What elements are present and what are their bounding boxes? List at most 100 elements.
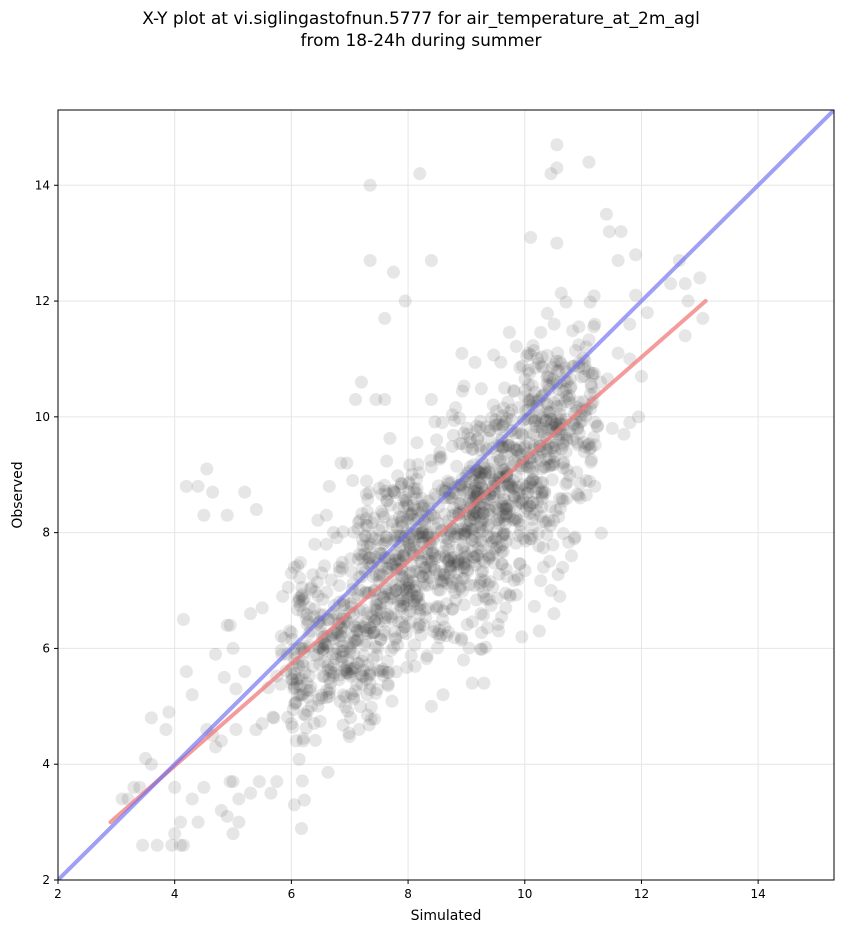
data-point: [490, 417, 504, 431]
data-point: [369, 568, 383, 582]
data-point: [483, 503, 497, 517]
data-point: [450, 459, 464, 473]
data-point: [364, 700, 378, 714]
data-point: [535, 491, 549, 505]
data-point: [405, 587, 419, 601]
data-point: [367, 511, 381, 525]
data-point: [407, 597, 421, 611]
data-point: [347, 525, 361, 539]
data-point: [340, 456, 354, 470]
data-point: [514, 518, 528, 532]
data-point: [476, 585, 490, 599]
data-point: [475, 642, 489, 656]
data-point: [490, 501, 504, 515]
regression-line: [108, 299, 708, 825]
data-point: [369, 640, 383, 654]
data-point: [419, 566, 433, 580]
data-point: [544, 584, 558, 598]
data-point: [513, 524, 527, 538]
data-point: [470, 419, 484, 433]
data-point: [348, 633, 362, 647]
data-point: [492, 422, 506, 436]
data-point: [376, 507, 390, 521]
data-point: [418, 578, 432, 592]
data-point: [410, 601, 424, 615]
data-point: [419, 610, 433, 624]
data-point: [364, 621, 378, 635]
data-point: [313, 657, 327, 671]
data-point: [566, 432, 580, 446]
data-point: [416, 570, 430, 584]
data-point: [455, 437, 469, 451]
data-point: [311, 589, 325, 603]
data-point: [558, 395, 572, 409]
data-point: [534, 510, 548, 524]
data-point: [543, 554, 557, 568]
data-point: [489, 532, 503, 546]
data-point: [519, 534, 533, 548]
data-point: [422, 570, 436, 584]
axis-ticks: 2 4 6 8 10 12 14 2 4 6 8 10 12 14: [35, 178, 766, 901]
data-point: [587, 430, 601, 444]
data-point: [465, 533, 479, 547]
data-point: [486, 548, 500, 562]
data-point: [223, 618, 237, 632]
data-point: [455, 384, 469, 398]
data-point: [364, 559, 378, 573]
data-point: [363, 537, 377, 551]
data-point: [464, 476, 478, 490]
data-point: [424, 393, 438, 407]
data-point: [384, 610, 398, 624]
data-point: [133, 780, 147, 794]
data-point: [587, 289, 601, 303]
data-point: [369, 602, 383, 616]
data-point: [403, 576, 417, 590]
data-point: [488, 413, 502, 427]
data-point: [288, 666, 302, 680]
data-point: [475, 481, 489, 495]
data-point: [599, 207, 613, 221]
data-point: [364, 712, 378, 726]
data-point: [417, 618, 431, 632]
data-point: [411, 621, 425, 635]
data-point: [444, 526, 458, 540]
data-point: [220, 809, 234, 823]
data-point: [519, 479, 533, 493]
data-point: [416, 530, 430, 544]
data-point: [340, 664, 354, 678]
data-point: [515, 630, 529, 644]
data-point: [500, 502, 514, 516]
data-point: [399, 573, 413, 587]
data-point: [295, 587, 309, 601]
data-point: [286, 677, 300, 691]
data-point: [363, 668, 377, 682]
data-point: [560, 431, 574, 445]
data-point: [552, 510, 566, 524]
data-point: [463, 514, 477, 528]
data-point: [532, 624, 546, 638]
data-point: [363, 178, 377, 192]
data-point: [535, 421, 549, 435]
data-point: [293, 571, 307, 585]
data-point: [444, 573, 458, 587]
data-point: [547, 457, 561, 471]
data-point: [438, 507, 452, 521]
data-point: [356, 539, 370, 553]
data-point: [362, 551, 376, 565]
data-point: [316, 642, 330, 656]
data-point: [560, 463, 574, 477]
data-point: [348, 661, 362, 675]
data-point: [513, 557, 527, 571]
data-point: [349, 392, 363, 406]
data-point: [548, 358, 562, 372]
data-point: [499, 439, 513, 453]
data-point: [399, 496, 413, 510]
data-point: [678, 329, 692, 343]
data-point: [159, 722, 173, 736]
data-point: [351, 522, 365, 536]
data-point: [321, 765, 335, 779]
data-point: [363, 667, 377, 681]
data-point: [514, 496, 528, 510]
data-point: [398, 620, 412, 634]
data-point: [570, 421, 584, 435]
